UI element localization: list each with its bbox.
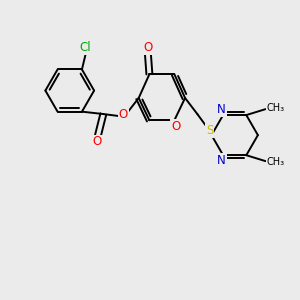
Text: O: O xyxy=(118,108,128,122)
Text: S: S xyxy=(206,124,213,137)
Text: O: O xyxy=(93,136,102,148)
Text: Cl: Cl xyxy=(80,41,91,54)
Text: CH₃: CH₃ xyxy=(267,103,285,113)
Text: N: N xyxy=(217,103,226,116)
Text: O: O xyxy=(143,41,152,54)
Text: N: N xyxy=(217,154,226,167)
Text: O: O xyxy=(171,120,181,133)
Text: CH₃: CH₃ xyxy=(267,157,285,167)
